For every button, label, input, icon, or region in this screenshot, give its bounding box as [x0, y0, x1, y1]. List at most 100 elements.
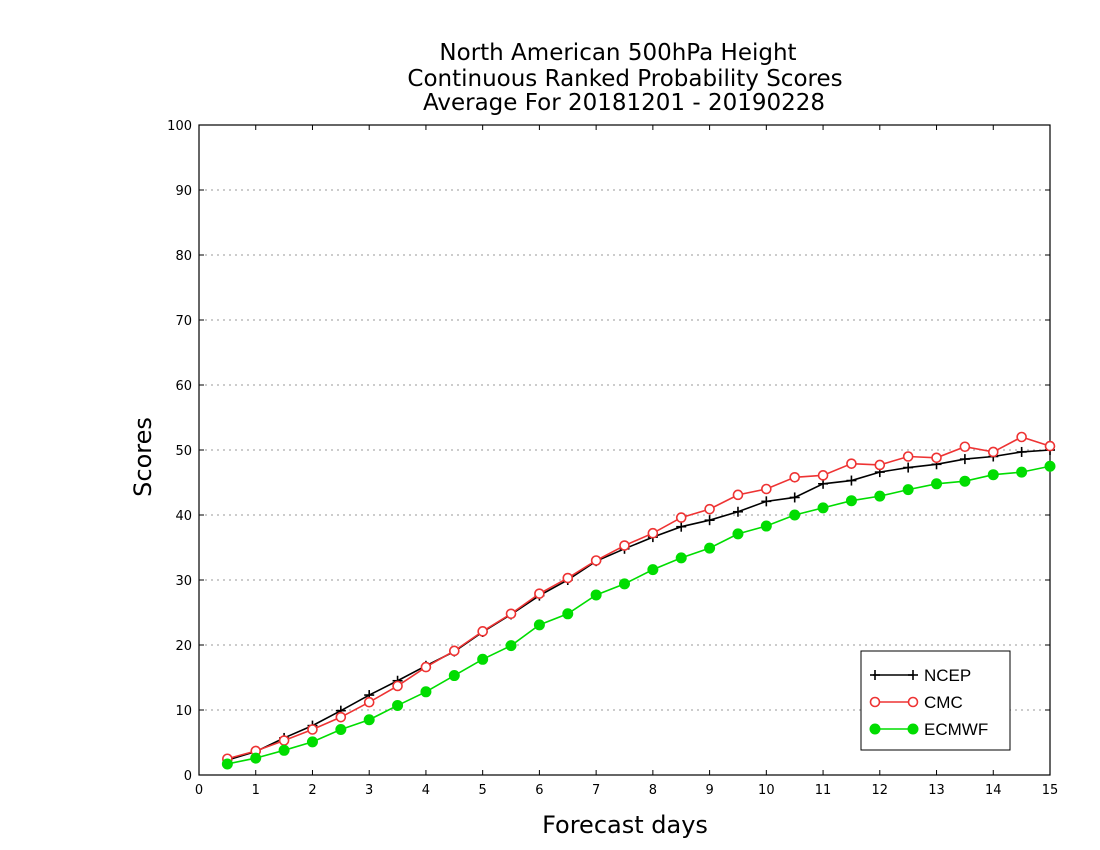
legend-marker-ecmwf [907, 723, 919, 735]
data-point-ecmwf [675, 552, 687, 564]
y-tick-label: 10 [175, 704, 192, 719]
legend-item-ncep: NCEP [870, 666, 971, 685]
legend-marker-ncep [870, 670, 880, 680]
data-point-ecmwf [562, 608, 574, 620]
data-point-ecmwf [392, 699, 404, 711]
x-tick-label: 1 [252, 783, 260, 798]
data-point-cmc [534, 588, 545, 599]
x-axis-title: Forecast days [542, 811, 708, 839]
data-point-ecmwf [306, 736, 318, 748]
data-point-cmc [335, 711, 347, 723]
x-tick-label: 4 [422, 783, 430, 798]
data-point-ecmwf [760, 520, 772, 532]
data-point-ecmwf [448, 670, 460, 682]
title-line-3: Average For 20181201 - 20190228 [423, 90, 825, 116]
data-point-cmc [392, 680, 403, 692]
data-point-ecmwf [221, 758, 233, 770]
data-point-ecmwf [1044, 460, 1056, 472]
chart-title: North American 500hPa Height Continuous … [407, 40, 842, 116]
data-point-ecmwf [250, 752, 262, 764]
data-point-cmc [675, 512, 687, 523]
data-point-ncep [959, 454, 970, 465]
data-point-ncep [846, 475, 857, 486]
data-point-ecmwf [420, 686, 432, 698]
legend-label-cmc: CMC [924, 693, 963, 712]
data-point-cmc [1016, 431, 1027, 443]
data-point-ecmwf [278, 744, 290, 756]
data-point-ecmwf [619, 578, 630, 590]
data-point-cmc [477, 626, 488, 637]
series-ecmwf [221, 460, 1056, 770]
y-tick-label: 50 [175, 444, 192, 459]
data-point-cmc [1044, 440, 1056, 452]
data-point-ncep [676, 521, 687, 532]
x-tick-label: 14 [985, 783, 1002, 798]
y-tick-label: 90 [175, 184, 192, 199]
data-point-cmc [562, 572, 574, 584]
data-point-ncep [704, 515, 715, 526]
data-point-cmc [420, 661, 432, 673]
data-point-cmc [959, 441, 971, 453]
x-tick-label: 9 [705, 783, 713, 798]
legend-marker-ncep [908, 670, 918, 680]
data-point-ecmwf [959, 475, 971, 487]
y-axis-title: Scores [129, 417, 157, 497]
x-axis-ticks: 0 1 2 3 4 5 6 7 8 9 10 11 12 13 14 15 [195, 125, 1058, 798]
legend-marker-cmc [869, 696, 881, 708]
data-point-cmc [874, 459, 886, 471]
data-point-cmc [789, 471, 801, 483]
x-tick-label: 2 [308, 783, 316, 798]
x-tick-label: 6 [535, 783, 543, 798]
legend-item-ecmwf: ECMWF [869, 720, 988, 739]
data-point-cmc [505, 608, 517, 620]
legend-box [860, 650, 1011, 751]
data-point-cmc [902, 451, 914, 462]
data-point-cmc [590, 555, 602, 566]
legend-label-ecmwf: ECMWF [924, 720, 988, 739]
data-point-cmc [363, 696, 375, 708]
data-point-cmc [704, 503, 715, 515]
data-point-cmc [647, 527, 659, 539]
x-tick-label: 10 [758, 783, 775, 798]
title-line-2: Continuous Ranked Probability Scores [407, 66, 842, 92]
data-point-ecmwf [363, 714, 375, 726]
data-point-cmc [307, 724, 318, 735]
x-tick-label: 11 [815, 783, 832, 798]
legend: NCEP CMC ECMWF [860, 650, 1011, 751]
legend-marker-cmc [907, 696, 919, 708]
y-tick-label: 40 [175, 509, 192, 524]
data-point-ecmwf [789, 509, 801, 521]
data-point-ecmwf [1016, 466, 1028, 478]
y-tick-label: 80 [175, 249, 192, 264]
data-point-ecmwf [704, 542, 716, 554]
x-tick-label: 5 [479, 783, 487, 798]
data-point-ecmwf [505, 640, 517, 652]
data-point-cmc [732, 489, 744, 501]
y-tick-label: 70 [175, 314, 192, 329]
data-point-ncep [1016, 446, 1027, 457]
data-point-ecmwf [987, 469, 999, 481]
data-point-ecmwf [931, 478, 943, 490]
x-tick-label: 8 [649, 783, 657, 798]
data-point-ecmwf [732, 528, 744, 540]
y-tick-label: 20 [175, 639, 192, 654]
data-point-ncep [761, 496, 772, 507]
legend-item-cmc: CMC [869, 693, 963, 712]
grid-lines [199, 124, 1050, 711]
x-tick-label: 3 [365, 783, 373, 798]
data-point-cmc [278, 735, 290, 746]
data-point-ecmwf [817, 502, 829, 514]
data-point-ecmwf [902, 484, 914, 496]
data-point-cmc [817, 470, 829, 481]
data-point-cmc [448, 645, 460, 657]
data-point-cmc [846, 458, 857, 469]
data-point-cmc [619, 540, 630, 551]
y-tick-label: 60 [175, 379, 192, 394]
x-tick-label: 13 [928, 783, 945, 798]
data-point-ecmwf [335, 724, 347, 735]
x-tick-label: 15 [1042, 783, 1059, 798]
y-tick-label: 100 [167, 119, 192, 134]
data-point-ncep [732, 506, 743, 517]
series-cmc [222, 431, 1056, 765]
